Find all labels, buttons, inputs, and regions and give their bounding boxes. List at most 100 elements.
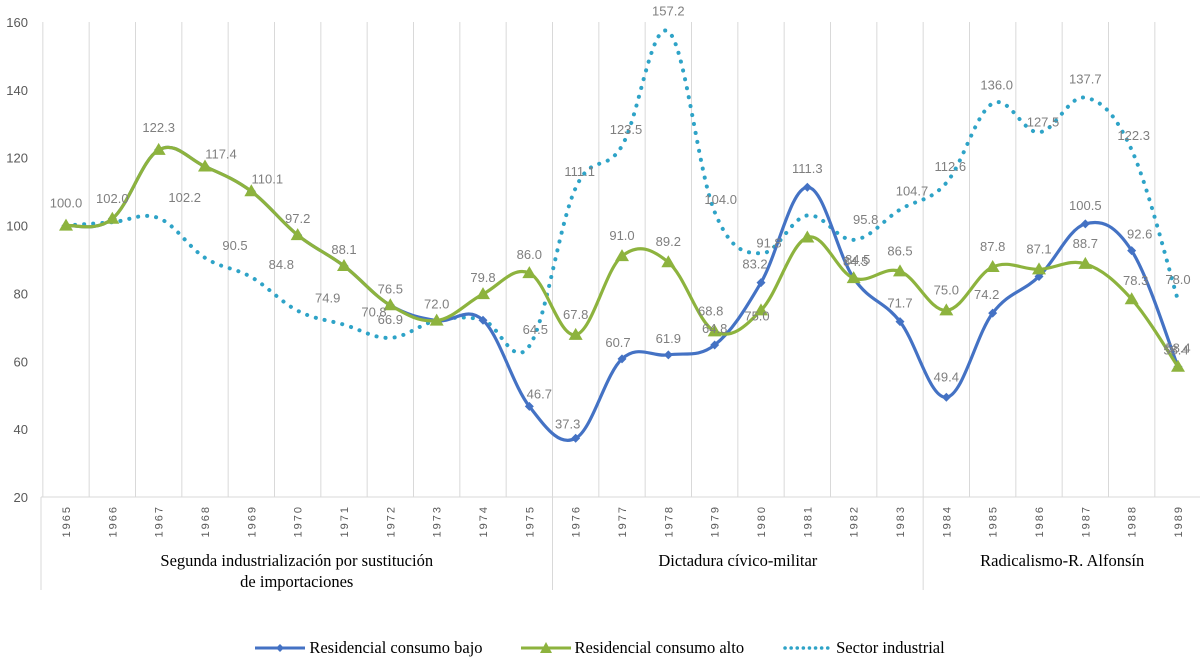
x-tick-label: 1989 bbox=[1173, 505, 1185, 537]
legend-item-residencial-bajo[interactable]: Residencial consumo bajo bbox=[255, 638, 483, 658]
y-tick-label: 100 bbox=[6, 219, 28, 234]
data-point-triangle bbox=[893, 264, 907, 277]
data-point-triangle bbox=[383, 298, 398, 311]
data-label: 117.4 bbox=[205, 147, 237, 162]
data-label: 102.2 bbox=[168, 190, 201, 205]
data-label: 64.5 bbox=[523, 322, 548, 337]
data-label: 123.5 bbox=[610, 122, 643, 137]
data-point-triangle bbox=[151, 142, 166, 155]
legend-swatch-diamond-line-icon bbox=[255, 644, 306, 652]
period-axis: Segunda industrialización por sustitució… bbox=[40, 497, 1144, 591]
data-point-triangle bbox=[1078, 256, 1093, 269]
data-point-diamond bbox=[524, 401, 534, 411]
x-tick-label: 1967 bbox=[154, 505, 166, 537]
data-label: 70.8 bbox=[361, 305, 386, 320]
data-label: 110.1 bbox=[252, 171, 284, 186]
data-point-triangle bbox=[800, 230, 815, 243]
data-label: 136.0 bbox=[980, 77, 1013, 92]
series-line bbox=[64, 28, 1180, 355]
x-tick-label: 1965 bbox=[61, 505, 73, 537]
data-point-triangle bbox=[1171, 359, 1185, 372]
data-label: 46.7 bbox=[527, 386, 552, 401]
x-tick-label: 1976 bbox=[571, 505, 583, 537]
x-tick-label: 1980 bbox=[756, 505, 768, 537]
data-label: 83.2 bbox=[742, 257, 767, 272]
data-label: 64.8 bbox=[702, 321, 727, 336]
data-label: 104.7 bbox=[896, 184, 929, 199]
y-axis: 20 40 60 80 100 120 140 160 bbox=[6, 15, 28, 505]
series-group bbox=[59, 28, 1185, 443]
data-point-triangle bbox=[59, 218, 73, 231]
data-label: 100.0 bbox=[50, 196, 83, 211]
x-tick-label: 1972 bbox=[385, 505, 397, 537]
x-tick-label: 1974 bbox=[478, 505, 490, 537]
x-tick-label: 1986 bbox=[1034, 505, 1046, 537]
data-label: 122.3 bbox=[142, 120, 175, 135]
data-point-diamond bbox=[802, 182, 812, 192]
data-label: 122.3 bbox=[1117, 128, 1150, 143]
x-tick-label: 1984 bbox=[941, 505, 953, 537]
x-tick-label: 1970 bbox=[293, 505, 305, 537]
x-tick-label: 1969 bbox=[246, 505, 258, 537]
legend-label: Residencial consumo bajo bbox=[309, 638, 483, 657]
data-label: 84.5 bbox=[845, 252, 870, 267]
data-label: 100.5 bbox=[1069, 198, 1102, 213]
series-sector-industrial bbox=[64, 28, 1180, 355]
data-label: 75.0 bbox=[934, 282, 959, 297]
data-label: 102.0 bbox=[96, 191, 129, 206]
gridlines bbox=[41, 22, 1200, 498]
data-label: 37.3 bbox=[555, 416, 580, 431]
data-point-diamond bbox=[663, 350, 673, 360]
data-label: 127.5 bbox=[1027, 114, 1060, 129]
data-label: 112.6 bbox=[935, 159, 967, 174]
data-label: 49.4 bbox=[934, 369, 959, 384]
x-tick-label: 1968 bbox=[200, 505, 212, 537]
series-residencial-consumo-bajo bbox=[61, 145, 1183, 443]
data-point-triangle bbox=[290, 228, 305, 241]
data-point-triangle bbox=[337, 258, 351, 271]
data-label: 74.9 bbox=[315, 291, 340, 306]
data-point-triangle bbox=[985, 259, 1000, 272]
legend-label: Sector industrial bbox=[836, 638, 945, 657]
data-label: 76.5 bbox=[378, 281, 403, 296]
data-point-diamond bbox=[756, 278, 766, 288]
data-point-diamond bbox=[617, 354, 627, 364]
data-point-triangle bbox=[939, 303, 954, 316]
data-point-triangle bbox=[1032, 262, 1046, 275]
data-label: 95.8 bbox=[853, 212, 878, 227]
data-label: 89.2 bbox=[656, 234, 681, 249]
legend-item-sector-industrial[interactable]: Sector industrial bbox=[782, 638, 945, 658]
data-labels: 46.737.3 60.7 61.9 64.8 83.2 111.3 84.5 71.7 49.… bbox=[50, 4, 1191, 432]
data-label: 84.8 bbox=[269, 257, 294, 272]
x-tick-label: 1971 bbox=[339, 505, 351, 537]
data-point-diamond bbox=[895, 317, 905, 327]
data-label: 78.3 bbox=[1123, 273, 1148, 288]
period-label: Segunda industrialización por sustitució… bbox=[160, 551, 433, 570]
data-point-triangle bbox=[476, 287, 490, 300]
legend-label: Residencial consumo alto bbox=[574, 638, 745, 657]
data-label: 86.0 bbox=[517, 247, 542, 262]
data-label: 60.7 bbox=[605, 335, 630, 350]
data-label: 111.3 bbox=[792, 161, 823, 176]
data-label: 111.1 bbox=[564, 164, 595, 179]
data-point-triangle bbox=[661, 255, 676, 268]
legend: Residencial consumo bajo Residencial con… bbox=[0, 638, 1200, 658]
data-label: 88.7 bbox=[1073, 236, 1098, 251]
y-tick-label: 120 bbox=[6, 151, 28, 166]
data-label: 91.8 bbox=[756, 235, 781, 250]
data-point-triangle bbox=[846, 271, 861, 284]
x-tick-label: 1985 bbox=[988, 505, 1000, 537]
data-point-diamond bbox=[478, 315, 488, 325]
data-label: 137.7 bbox=[1069, 72, 1102, 87]
y-tick-label: 60 bbox=[14, 354, 28, 369]
x-tick-label: 1988 bbox=[1127, 505, 1139, 537]
period-label: Radicalismo-R. Alfonsín bbox=[980, 551, 1144, 570]
legend-item-residencial-alto[interactable]: Residencial consumo alto bbox=[520, 638, 745, 658]
data-label: 87.1 bbox=[1026, 241, 1051, 256]
period-label: de importaciones bbox=[240, 572, 353, 591]
series-residencial-consumo-alto bbox=[59, 142, 1185, 372]
data-label: 58.4 bbox=[1163, 343, 1188, 358]
data-label: 79.8 bbox=[470, 270, 495, 285]
data-label: 78.0 bbox=[1165, 272, 1190, 287]
